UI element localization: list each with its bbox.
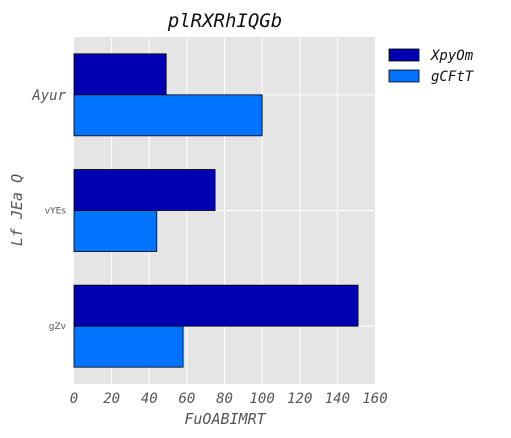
y-axis-label: Lf JEa Q	[8, 174, 26, 246]
legend-swatch-gcftt	[388, 69, 420, 83]
x-tick-label: 40	[141, 391, 158, 407]
bars	[73, 53, 359, 368]
bar	[73, 169, 216, 211]
bar	[73, 210, 158, 252]
bar	[73, 53, 167, 96]
chart-title: plRXRhIQGb	[167, 10, 282, 32]
legend-label-gcftt: gCFtT	[431, 69, 475, 85]
bar	[73, 325, 184, 368]
legend-swatch-xpyom	[388, 48, 420, 62]
x-tick-label: 80	[216, 391, 233, 407]
y-tick-label: gZv	[49, 322, 67, 332]
y-tick-label: Ayur	[31, 88, 66, 104]
x-tick-label: 60	[178, 391, 195, 407]
x-tick-label: 120	[287, 391, 312, 407]
y-tick-label: vYEs	[45, 207, 67, 217]
x-tick-label: 140	[325, 391, 350, 407]
x-tick-labels: 0 20 40 60 80 100 120 140 160	[70, 391, 388, 407]
x-tick-label: 160	[362, 391, 387, 407]
legend: XpyOm gCFtT	[388, 48, 475, 85]
x-tick-label: 0	[70, 391, 78, 407]
x-tick-label: 100	[249, 391, 274, 407]
y-tick-labels: Ayur vYEs gZv	[31, 88, 66, 332]
x-axis-label: FuOABIMRT	[184, 410, 266, 428]
bar	[73, 94, 263, 137]
legend-label-xpyom: XpyOm	[430, 48, 474, 64]
bar	[73, 284, 359, 327]
x-tick-label: 20	[103, 391, 120, 407]
